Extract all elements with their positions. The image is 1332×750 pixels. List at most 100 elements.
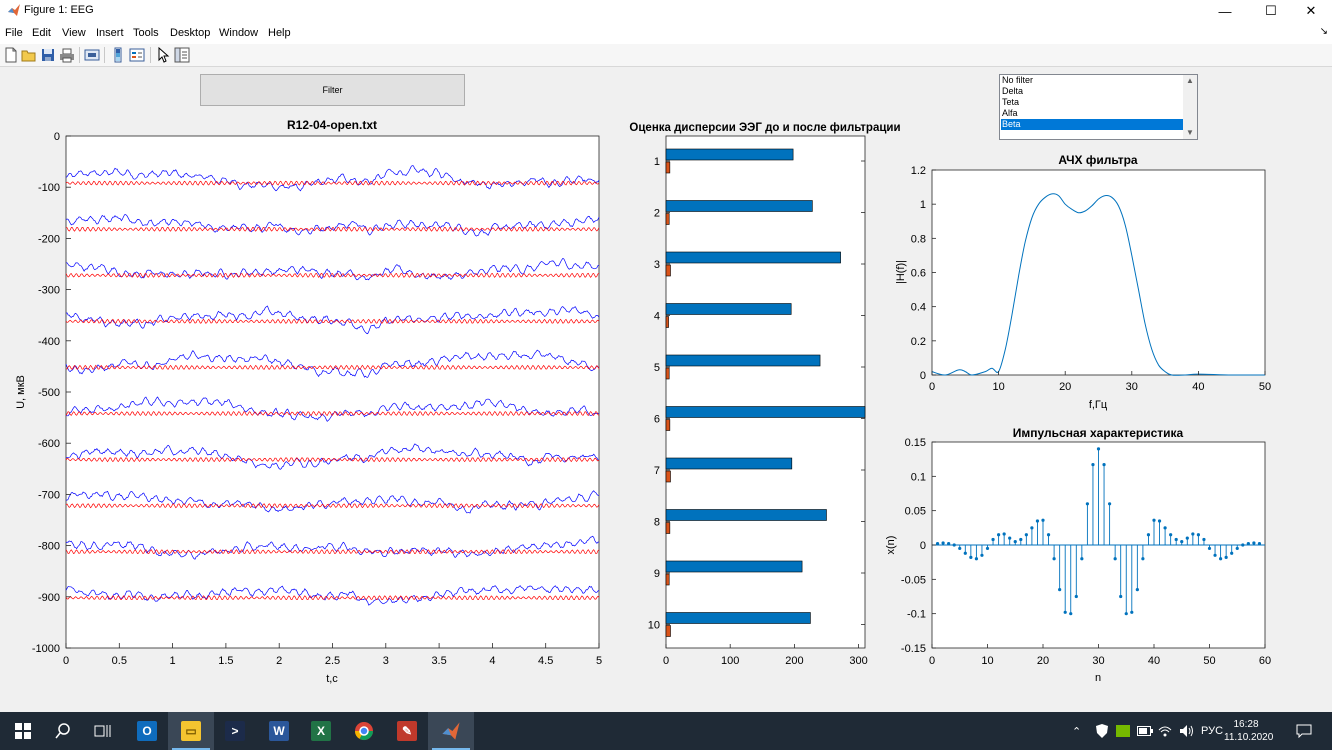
impulse-marker bbox=[991, 537, 995, 542]
insert-colorbar-icon[interactable] bbox=[110, 47, 126, 63]
tray-language[interactable]: РУС bbox=[1201, 725, 1224, 737]
print-icon[interactable] bbox=[59, 47, 75, 63]
menu-insert[interactable]: Insert bbox=[96, 27, 124, 39]
freq-ytick-label: 0.6 bbox=[911, 268, 926, 280]
outlook-icon[interactable]: O bbox=[124, 712, 170, 750]
tray-nvidia-icon[interactable] bbox=[1116, 712, 1130, 750]
impulse-xtick-label: 10 bbox=[981, 655, 993, 667]
impulse-marker bbox=[941, 541, 945, 545]
impulse-ytick-label: 0.1 bbox=[911, 471, 926, 483]
new-figure-icon[interactable] bbox=[3, 47, 19, 63]
save-icon[interactable] bbox=[40, 47, 56, 63]
notifications-icon[interactable] bbox=[1296, 712, 1312, 750]
figure-toolbar bbox=[0, 44, 1332, 67]
impulse-marker bbox=[1180, 539, 1184, 544]
eeg-filtered-channel bbox=[65, 272, 600, 278]
minimize-button[interactable]: — bbox=[1218, 3, 1232, 19]
variance-bar-after bbox=[665, 161, 671, 174]
scroll-down-icon[interactable]: ▼ bbox=[1186, 128, 1194, 137]
impulse-xtick-label: 30 bbox=[1092, 655, 1104, 667]
insert-legend-icon[interactable] bbox=[129, 47, 145, 63]
impulse-marker bbox=[1019, 537, 1023, 542]
eeg-filtered-channel bbox=[65, 595, 600, 601]
close-button[interactable]: ✕ bbox=[1305, 3, 1317, 18]
impulse-marker bbox=[1046, 533, 1051, 537]
listbox-scrollbar[interactable]: ▲ ▼ bbox=[1183, 75, 1197, 139]
word-icon[interactable]: W bbox=[256, 712, 302, 750]
variance-ytick-label: 1 bbox=[654, 156, 660, 168]
impulse-ytick-label: 0.05 bbox=[905, 506, 926, 518]
impulse-marker bbox=[1141, 557, 1145, 561]
variance-ytick-label: 10 bbox=[648, 620, 660, 632]
variance-bar-before bbox=[665, 303, 792, 315]
menu-help[interactable]: Help bbox=[268, 27, 291, 39]
maximize-button[interactable]: ☐ bbox=[1265, 3, 1277, 18]
file-explorer-icon[interactable]: ▭ bbox=[168, 712, 214, 750]
taskbar-clock[interactable]: 16:28 11.10.2020 bbox=[1224, 712, 1273, 750]
freq-response-plot bbox=[931, 193, 1266, 376]
menu-window[interactable]: Window bbox=[219, 27, 259, 39]
impulse-marker bbox=[1108, 502, 1112, 506]
task-view-icon[interactable] bbox=[80, 712, 126, 750]
tray-wifi-icon[interactable] bbox=[1158, 712, 1172, 750]
scroll-up-icon[interactable]: ▲ bbox=[1186, 76, 1194, 85]
freq-response-ticks: 0 10 20 30 40 50 0 0.2 0.4 0.6 0.8 1 1.2 bbox=[911, 165, 1271, 393]
impulse-ytick-label: -0.05 bbox=[901, 574, 926, 586]
menu-edit[interactable]: Edit bbox=[32, 27, 51, 39]
impulse-marker bbox=[1196, 533, 1200, 537]
variance-bar-before bbox=[665, 509, 827, 521]
matlab-icon[interactable] bbox=[428, 712, 474, 750]
variance-bar-after bbox=[665, 522, 671, 534]
impulse-ytick-label: -0.15 bbox=[901, 643, 926, 655]
eeg-ytick-label: -100 bbox=[38, 182, 60, 194]
impulse-marker bbox=[1008, 536, 1012, 540]
menu-view[interactable]: View bbox=[62, 27, 86, 39]
windows-start-icon[interactable] bbox=[0, 712, 46, 750]
impulse-marker bbox=[1113, 557, 1117, 561]
excel-icon[interactable]: X bbox=[298, 712, 344, 750]
tray-battery-icon[interactable] bbox=[1137, 712, 1153, 750]
impulse-marker bbox=[997, 533, 1001, 537]
tray-security-icon[interactable] bbox=[1096, 712, 1108, 750]
menu-file[interactable]: File bbox=[5, 27, 23, 39]
eeg-raw-channel bbox=[65, 396, 600, 422]
powershell-icon[interactable]: > bbox=[212, 712, 258, 750]
filter-button[interactable]: Filter bbox=[200, 74, 465, 106]
impulse-marker bbox=[1219, 557, 1223, 561]
filter-option-teta[interactable]: Teta bbox=[1002, 97, 1020, 107]
filter-listbox[interactable]: No filter Delta Teta Alfa Beta ▲ ▼ bbox=[999, 74, 1198, 140]
app-icon[interactable]: ✎ bbox=[384, 712, 430, 750]
eeg-ytick-label: -500 bbox=[38, 387, 60, 399]
filter-option-delta[interactable]: Delta bbox=[1002, 86, 1024, 96]
search-icon[interactable] bbox=[40, 712, 86, 750]
eeg-xtick-label: 5 bbox=[596, 655, 602, 667]
tray-chevron-icon[interactable]: ⌃ bbox=[1072, 725, 1082, 738]
open-file-icon[interactable] bbox=[21, 47, 37, 63]
filter-option-alfa[interactable]: Alfa bbox=[1002, 108, 1018, 118]
chrome-icon[interactable] bbox=[341, 712, 387, 750]
impulse-marker bbox=[1091, 463, 1095, 467]
variance-ytick-label: 2 bbox=[654, 208, 660, 220]
eeg-filtered-channel bbox=[65, 457, 600, 463]
variance-bar-before bbox=[665, 406, 866, 418]
impulse-xtick-label: 50 bbox=[1203, 655, 1215, 667]
impulse-ylabel: x(n) bbox=[885, 536, 897, 555]
filter-option-no-filter[interactable]: No filter bbox=[1002, 75, 1034, 85]
menu-tools[interactable]: Tools bbox=[133, 27, 159, 39]
filter-option-beta[interactable]: Beta bbox=[1001, 119, 1185, 130]
impulse-marker bbox=[1163, 526, 1167, 530]
eeg-title: R12-04-open.txt bbox=[287, 118, 377, 132]
variance-ytick-label: 6 bbox=[654, 414, 660, 426]
impulse-marker bbox=[963, 551, 967, 555]
property-inspector-icon[interactable] bbox=[174, 47, 190, 63]
variance-bar-after bbox=[665, 470, 671, 483]
variance-ytick-label: 8 bbox=[654, 517, 660, 529]
pointer-icon[interactable] bbox=[155, 47, 171, 63]
link-plot-icon[interactable] bbox=[84, 47, 100, 63]
eeg-raw-channel bbox=[65, 535, 600, 560]
dock-figure-icon[interactable]: ↘ bbox=[1319, 26, 1328, 37]
impulse-xtick-label: 40 bbox=[1148, 655, 1160, 667]
tray-volume-icon[interactable] bbox=[1180, 712, 1194, 750]
menu-desktop[interactable]: Desktop bbox=[170, 27, 211, 39]
